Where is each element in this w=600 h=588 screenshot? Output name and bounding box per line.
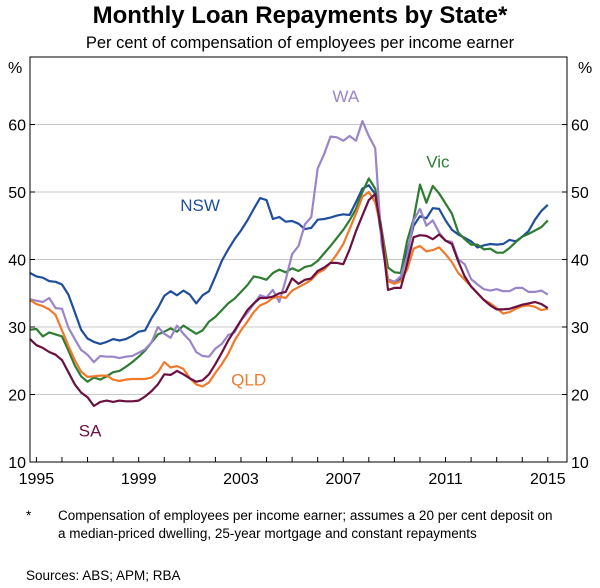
x-tick-label-1995: 1995: [19, 471, 55, 488]
y-tick-label-left-20: 20: [8, 388, 26, 405]
footnote-text: Compensation of employees per income ear…: [58, 508, 553, 541]
series-line-vic: [29, 177, 549, 383]
y-tick-label-right-10: 10: [571, 455, 589, 472]
chart-title: Monthly Loan Repayments by State*: [92, 2, 508, 29]
y-unit-left: %: [8, 60, 23, 77]
x-tick-label-2003: 2003: [223, 471, 259, 488]
y-tick-label-right-40: 40: [571, 253, 589, 270]
y-tick-label-left-50: 50: [8, 185, 26, 202]
footnote-marker: *: [26, 508, 32, 523]
y-tick-label-left-60: 60: [8, 118, 26, 135]
y-unit-right: %: [578, 60, 593, 77]
y-tick-label-left-10: 10: [8, 455, 26, 472]
series-label-vic: Vic: [426, 153, 450, 172]
y-tick-label-right-30: 30: [571, 320, 589, 337]
y-axis-ticks: 10 10 20 20 30 30 40 40 50 50 60 60: [8, 118, 589, 473]
y-tick-label-right-60: 60: [571, 118, 589, 135]
x-tick-label-2015: 2015: [530, 471, 566, 488]
series-label-wa: WA: [332, 87, 359, 106]
series-label-qld: QLD: [231, 371, 266, 390]
series-label-sa: SA: [79, 421, 102, 440]
series-label-nsw: NSW: [180, 196, 220, 215]
series-line-sa: [29, 192, 549, 408]
x-tick-label-2007: 2007: [325, 471, 361, 488]
x-tick-label-2011: 2011: [428, 471, 463, 488]
series-lines: [29, 119, 549, 408]
y-tick-label-right-50: 50: [571, 185, 589, 202]
y-tick-label-left-40: 40: [8, 253, 26, 270]
y-tick-label-left-30: 30: [8, 320, 26, 337]
series-labels: NSW Vic WA QLD SA: [79, 87, 450, 440]
chart-subtitle: Per cent of compensation of employees pe…: [85, 34, 515, 52]
series-line-qld: [29, 190, 549, 388]
y-tick-label-right-20: 20: [571, 388, 589, 405]
loan-repayments-chart: 1995 1999 2003 2007 2011 2015 10 10 20 20 30 30 40 4…: [8, 56, 589, 488]
sources: Sources: ABS; APM; RBA: [26, 568, 181, 583]
series-line-wa: [29, 119, 549, 364]
gridlines: [30, 124, 567, 395]
x-tick-label-1999: 1999: [121, 471, 157, 488]
x-axis-ticks: 1995 1999 2003 2007 2011 2015: [19, 457, 566, 488]
